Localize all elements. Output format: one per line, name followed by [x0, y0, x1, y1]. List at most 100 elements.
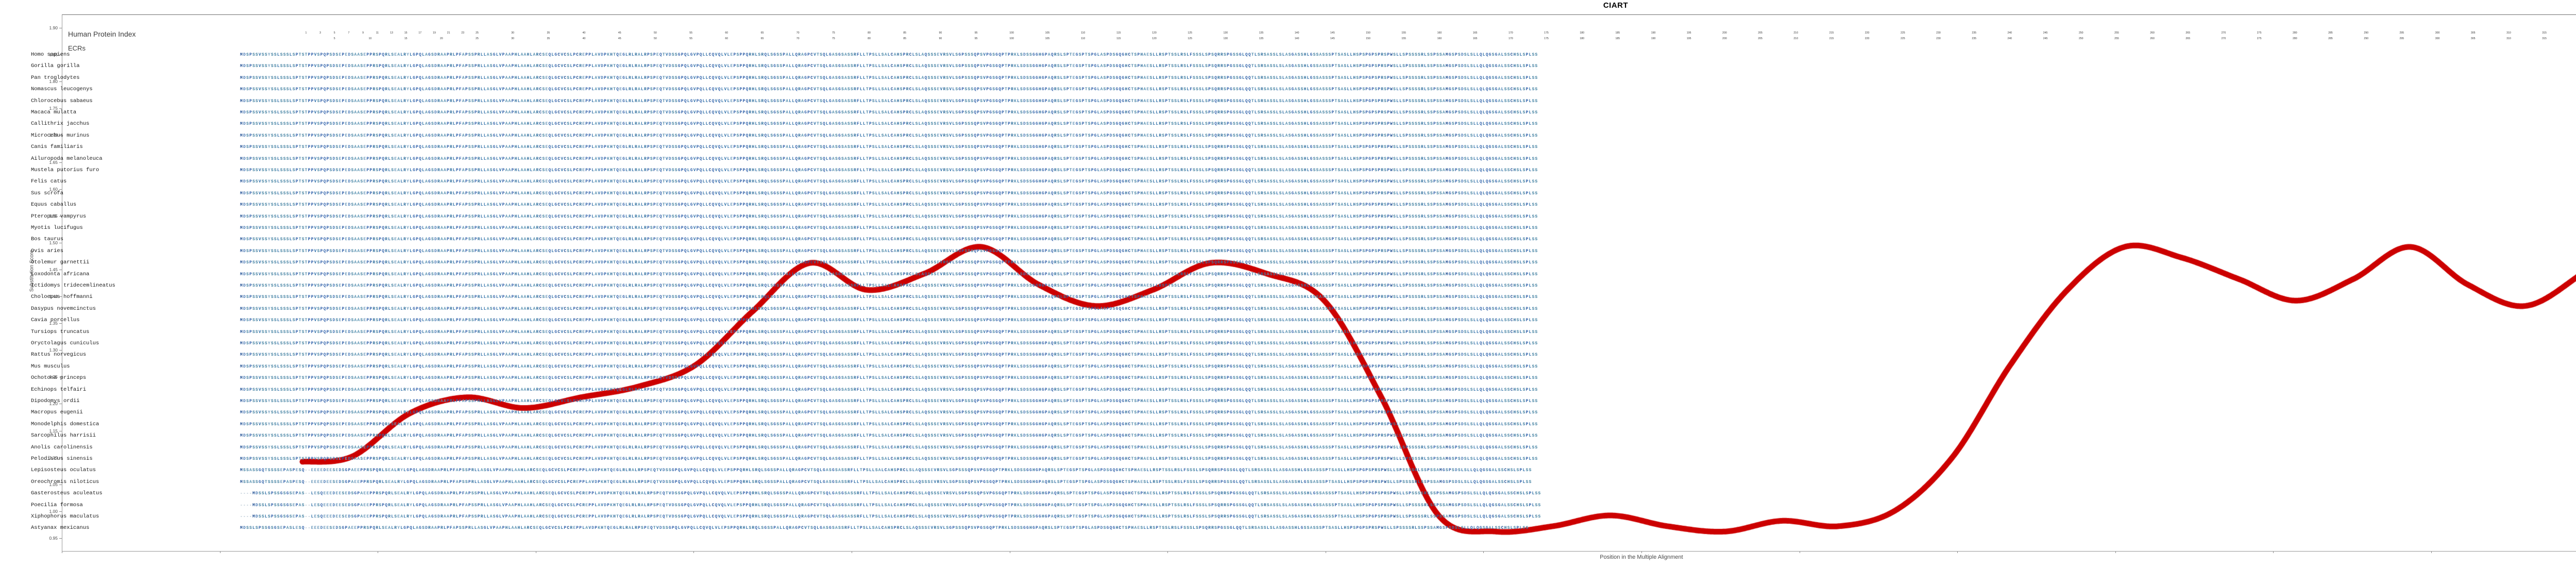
alignment-row[interactable]: Callithrix jacchus MDSPSSVSSYSSLSSSLSPTST…	[0, 121, 2576, 127]
alignment-row[interactable]: Dipodomys ordii MDSPSSVSSYSSLSSSLSPTSTPPV…	[0, 398, 2576, 405]
human-protein-index-label: Human Protein Index	[68, 30, 136, 38]
y-axis-tick-label: 1.10	[49, 455, 58, 460]
alignment-row[interactable]: Xiphophorus maculatus ----MDSSLSPSSGSGSEP…	[0, 513, 2576, 520]
sequence-text: MDSPSSVSSYSSLSSSLSPTSTPPVSPQPSDSEPEDSAAS…	[240, 330, 1538, 335]
species-label: Canis familiaris	[31, 144, 83, 150]
y-axis-tick-label: 1.60	[49, 187, 58, 192]
alignment-row[interactable]: Tursiops truncatus MDSPSSVSSYSSLSSSLSPTST…	[0, 329, 2576, 336]
y-axis-tick-label: 1.25	[49, 374, 58, 379]
sequence-text: MDSPSSVSSYSSLSSSLSPTSTPPVSPQPSDSEPEDSAAS…	[240, 110, 1538, 115]
species-label: Macropus eugenii	[31, 409, 83, 415]
sequence-text: MDSPSSVSSYSSLSSSLSPTSTPPVSPQPSDSEPEDSAAS…	[240, 53, 1538, 57]
species-label: Dasypus novemcinctus	[31, 306, 96, 312]
alignment-row[interactable]: Rattus norvegicus MDSPSSVSSYSSLSSSLSPTSTP…	[0, 352, 2576, 358]
alignment-row[interactable]: Ochotona princeps MDSPSSVSSYSSLSSSLSPTSTP…	[0, 375, 2576, 381]
sequence-text: MDSPSSVSSYSSLSSSLSPTSTPPVSPQPSDSEPEDSAAS…	[240, 433, 1538, 438]
species-label: Tursiops truncatus	[31, 329, 89, 335]
species-label: Rattus norvegicus	[31, 352, 86, 358]
alignment-row[interactable]: Gorilla gorilla MDSPSSVSSYSSLSSSLSPTSTPPV…	[0, 63, 2576, 70]
sequence-text: MDSPSSVSSYSSLSSSLSPTSTPPVSPQPSDSEPEDSAAS…	[240, 353, 1538, 357]
species-label: Dipodomys ordii	[31, 398, 80, 404]
y-axis-tick-label: 1.90	[49, 25, 58, 30]
alignment-row[interactable]: Pelodiscus sinensis MDSPSSVSSYSSLSSSLSPTS…	[0, 456, 2576, 462]
species-label: Ochotona princeps	[31, 375, 86, 381]
alignment-row[interactable]: Oreochromis niloticus MSSASSGQTSSSSEPASPE…	[0, 479, 2576, 486]
y-axis-tick-label: 1.55	[49, 213, 58, 219]
species-label: Gasterosteus aculeatus	[31, 490, 103, 496]
species-label: Chlorocebus sabaeus	[31, 98, 93, 104]
species-label: Sarcophilus harrisii	[31, 432, 96, 439]
alignment-row[interactable]: Chlorocebus sabaeus MDSPSSVSSYSSLSSSLSPTS…	[0, 98, 2576, 105]
alignment-row[interactable]: Astyanax mexicanus MDSSLSPSSGSGSEPASLESQ-…	[0, 525, 2576, 531]
sequence-text: MDSPSSVSSYSSLSSSLSPTSTPPVSPQPSDSEPEDSAAS…	[240, 364, 1538, 369]
species-label: Pelodiscus sinensis	[31, 456, 93, 462]
species-label: Choloepus hoffmanni	[31, 294, 93, 300]
alignment-row[interactable]: Monodelphis domestica MDSPSSVSSYSSLSSSLSP…	[0, 421, 2576, 428]
alignment-row[interactable]: Echinops telfairi MDSPSSVSSYSSLSSSLSPTSTP…	[0, 387, 2576, 393]
y-axis-tick-mark	[59, 108, 62, 109]
alignment-row[interactable]: Felis catus MDSPSSVSSYSSLSSSLSPTSTPPVSPQP…	[0, 178, 2576, 185]
alignment-row[interactable]: Mustela putorius furo MDSPSSVSSYSSLSSSLSP…	[0, 167, 2576, 174]
alignment-row[interactable]: Cavia porcellus MDSPSSVSSYSSLSSSLSPTSTPPV…	[0, 317, 2576, 324]
sequence-text: MDSPSSVSSYSSLSSSLSPTSTPPVSPQPSDSEPEDSAAS…	[240, 260, 1538, 265]
alignment-row[interactable]: Sus scrofa MDSPSSVSSYSSLSSSLSPTSTPPVSPQPS…	[0, 190, 2576, 197]
species-label: Microcebus murinus	[31, 132, 89, 139]
alignment-row[interactable]: Otolemur garnettii MDSPSSVSSYSSLSSSLSPTST…	[0, 259, 2576, 266]
alignment-row[interactable]: Nomascus leucogenys MDSPSSVSSYSSLSSSLSPTS…	[0, 86, 2576, 93]
alignment-row[interactable]: Dasypus novemcinctus MDSPSSVSSYSSLSSSLSPT…	[0, 306, 2576, 312]
y-axis-tick-mark	[59, 538, 62, 539]
y-axis-tick-label: 1.35	[49, 321, 58, 326]
species-label: Echinops telfairi	[31, 387, 86, 393]
alignment-row[interactable]: Lepisosteus oculatus MSSASSGQTSSSSEPASPES…	[0, 467, 2576, 474]
alignment-row[interactable]: Macaca mulatta MDSPSSVSSYSSLSSSLSPTSTPPVS…	[0, 109, 2576, 116]
x-axis-tick-mark	[1641, 552, 1642, 553]
alignment-row[interactable]: Poecilia formosa ----MDSSLSPSSGSGSEPAS--L…	[0, 502, 2576, 509]
y-axis-tick-label: 1.80	[49, 79, 58, 84]
alignment-row[interactable]: Gasterosteus aculeatus ----MDSSLSPSSGSGSE…	[0, 490, 2576, 497]
alignment-row[interactable]: Loxodonta africana MDSPSSVSSYSSLSSSLSPTST…	[0, 271, 2576, 278]
alignment-row[interactable]: Ovis aries MDSPSSVSSYSSLSSSLSPTSTPPVSPQPS…	[0, 248, 2576, 255]
species-label: Oryctolagus cuniculus	[31, 340, 99, 346]
alignment-row[interactable]: Macropus eugenii MDSPSSVSSYSSLSSSLSPTSTPP…	[0, 409, 2576, 416]
sequence-text: ----MDSSLSPSSGSGSEPAS--LESQEEEDEESEDSGPA…	[240, 503, 1541, 508]
alignment-row[interactable]: Myotis lucifugus MDSPSSVSSYSSLSSSLSPTSTPP…	[0, 225, 2576, 231]
sequence-text: MDSPSSVSSYSSLSSSLSPTSTPPVSPQPSDSEPEDSAAS…	[240, 272, 1538, 277]
alignment-row[interactable]: Choloepus hoffmanni MDSPSSVSSYSSLSSSLSPTS…	[0, 294, 2576, 301]
alignment-row[interactable]: Anolis carolinensis MDSPSSVSSYSSLSSSLSPTS…	[0, 444, 2576, 451]
species-label: Macaca mulatta	[31, 109, 76, 115]
alignment-row[interactable]: Homo sapiens MDSPSSVSSYSSLSSSLSPTSTPPVSPQ…	[0, 52, 2576, 58]
x-axis-tick-mark	[1483, 552, 1484, 553]
alignment-row[interactable]: Bos taurus MDSPSSVSSYSSLSSSLSPTSTPPVSPQPS…	[0, 236, 2576, 243]
alignment-row[interactable]: Microcebus murinus MDSPSSVSSYSSLSSSLSPTST…	[0, 132, 2576, 139]
sequence-text: MDSPSSVSSYSSLSSSLSPTSTPPVSPQPSDSEPEDSAAS…	[240, 145, 1538, 149]
y-axis-tick-label: 1.05	[49, 482, 58, 487]
species-label: Equus caballus	[31, 202, 76, 208]
sequence-text: MDSPSSVSSYSSLSSSLSPTSTPPVSPQPSDSEPEDSAAS…	[240, 307, 1538, 311]
species-label: Ovis aries	[31, 248, 63, 254]
species-label: Monodelphis domestica	[31, 421, 99, 427]
species-label: Felis catus	[31, 178, 66, 185]
alignment-row[interactable]: Pan troglodytes MDSPSSVSSYSSLSSSLSPTSTPPV…	[0, 75, 2576, 81]
species-label: Gorilla gorilla	[31, 63, 80, 69]
sequence-text: MDSPSSVSSYSSLSSSLSPTSTPPVSPQPSDSEPEDSAAS…	[240, 157, 1538, 161]
alignment-row[interactable]: Canis familiaris MDSPSSVSSYSSLSSSLSPTSTPP…	[0, 144, 2576, 151]
alignment-row[interactable]: Ictidomys tridecemlineatus MDSPSSVSSYSSLS…	[0, 282, 2576, 289]
alignment-row[interactable]: Ailuropoda melanoleuca MDSPSSVSSYSSLSSSLS…	[0, 156, 2576, 162]
sequence-text: MDSPSSVSSYSSLSSSLSPTSTPPVSPQPSDSEPEDSAAS…	[240, 168, 1538, 173]
alignment-row[interactable]: Pteropus vampyrus MDSPSSVSSYSSLSSSLSPTSTP…	[0, 213, 2576, 220]
alignment-row[interactable]: Oryctolagus cuniculus MDSPSSVSSYSSLSSSLSP…	[0, 340, 2576, 347]
alignment-row[interactable]: Equus caballus MDSPSSVSSYSSLSSSLSPTSTPPVS…	[0, 202, 2576, 208]
species-label: Poecilia formosa	[31, 502, 83, 508]
alignment-row[interactable]: Mus musculus MDSPSSVSSYSSLSSSLSPTSTPPVSPQ…	[0, 363, 2576, 370]
alignment-row[interactable]: Sarcophilus harrisii MDSPSSVSSYSSLSSSLSPT…	[0, 432, 2576, 439]
sequence-text: ----MDSSLSPSSGSGSEPAS--LESQEEEDEESEDSGPA…	[240, 491, 1541, 496]
species-label: Mustela putorius furo	[31, 167, 99, 173]
sequence-text: MDSPSSVSSYSSLSSSLSPTSTPPVSPQPSDSEPEDSAAS…	[240, 99, 1538, 104]
species-label: Sus scrofa	[31, 190, 63, 196]
species-label: Astyanax mexicanus	[31, 525, 89, 531]
species-label: Ailuropoda melanoleuca	[31, 156, 103, 162]
sequence-text: MDSPSSVSSYSSLSSSLSPTSTPPVSPQPSDSEPEDSAAS…	[240, 399, 1538, 404]
sequence-text: MSSASSGQTSSSSEPASPESQ--EEEEDEESEDSGPAEEP…	[240, 480, 1532, 485]
x-axis-tick-mark	[219, 552, 221, 553]
sequence-text: MDSPSSVSSYSSLSSSLSPTSTPPVSPQPSDSEPEDSAAS…	[240, 226, 1538, 230]
